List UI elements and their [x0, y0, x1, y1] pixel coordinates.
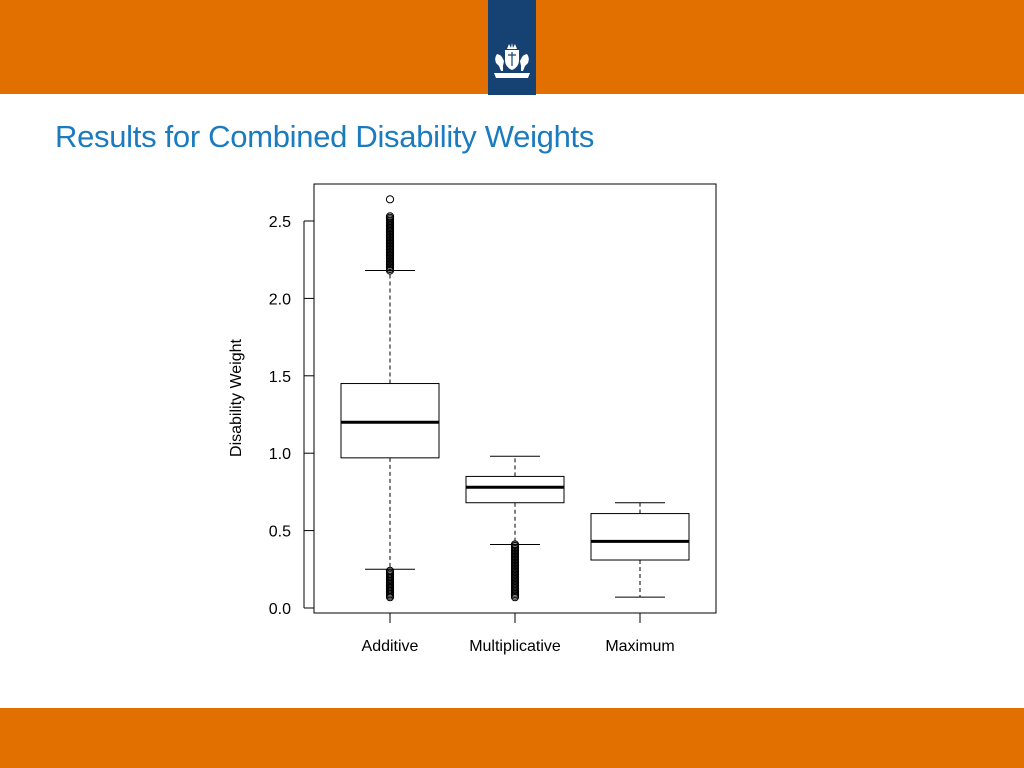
outlier-point — [385, 566, 395, 575]
government-logo — [488, 0, 536, 95]
coat-of-arms-icon — [494, 43, 530, 78]
y-tick-label: 1.0 — [269, 446, 291, 463]
y-tick-label: 2.0 — [269, 291, 291, 308]
iqr-box — [590, 513, 690, 561]
box-additive — [340, 195, 440, 602]
y-tick-label: 0.0 — [269, 601, 291, 618]
y-axis: 0.0 0.5 1.0 1.5 2.0 2.5 — [269, 214, 314, 618]
box-multiplicative — [465, 455, 565, 602]
slide-title: Results for Combined Disability Weights — [55, 119, 595, 154]
outlier-point — [385, 212, 395, 221]
outlier-point — [385, 195, 395, 204]
iqr-box — [465, 475, 565, 504]
y-axis-label: Disability Weight — [228, 338, 245, 457]
y-tick-label: 1.5 — [269, 369, 291, 386]
footer-band — [0, 708, 1024, 768]
boxes — [340, 195, 690, 602]
y-tick-label: 0.5 — [269, 524, 291, 541]
box-maximum — [590, 502, 690, 598]
boxplot-chart: 0.0 0.5 1.0 1.5 2.0 2.5 Additive Multiplicativ… — [228, 183, 717, 655]
x-tick-label: Maximum — [605, 638, 674, 655]
iqr-box — [340, 383, 440, 459]
y-tick-label: 2.5 — [269, 214, 291, 231]
outlier-point — [510, 540, 520, 549]
x-tick-label: Multiplicative — [469, 638, 561, 655]
x-axis: Additive Multiplicative Maximum — [362, 612, 675, 655]
x-tick-label: Additive — [362, 638, 419, 655]
